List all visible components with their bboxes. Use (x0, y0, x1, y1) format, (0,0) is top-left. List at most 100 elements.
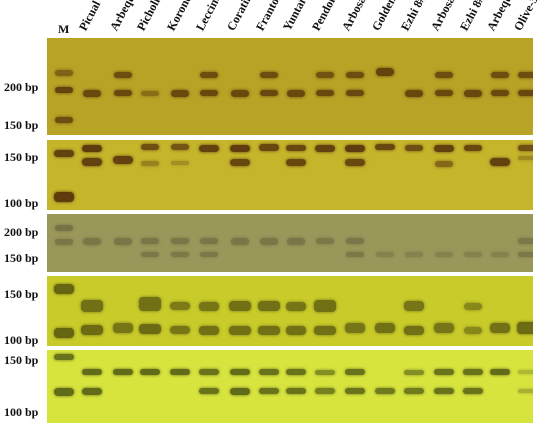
dna-band (199, 144, 219, 152)
dna-band (346, 72, 364, 78)
dna-band (200, 251, 218, 257)
dna-band (230, 369, 250, 375)
dna-band (141, 90, 159, 96)
dna-band (464, 145, 482, 151)
dna-band (518, 251, 533, 257)
dna-band (199, 369, 219, 375)
dna-band (286, 325, 306, 335)
dna-band (286, 388, 306, 394)
dna-band (518, 72, 533, 78)
dna-band (518, 156, 533, 160)
dna-band (518, 370, 533, 374)
dna-band (491, 90, 509, 96)
dna-band (518, 389, 533, 393)
dna-band (141, 238, 159, 244)
dna-band (81, 300, 103, 312)
dna-band (199, 301, 219, 311)
dna-band (345, 388, 365, 394)
size-marker-label: 150 bp (4, 353, 39, 367)
dna-band (518, 238, 533, 244)
dna-band (258, 325, 280, 335)
dna-band (315, 388, 335, 394)
dna-band (518, 145, 533, 151)
dna-band (200, 72, 218, 78)
dna-band (230, 144, 250, 152)
dna-band (286, 145, 306, 151)
dna-band (114, 72, 132, 78)
dna-band (375, 388, 395, 394)
dna-band (54, 328, 74, 338)
dna-band (113, 323, 133, 333)
dna-band (54, 284, 74, 294)
dna-band (83, 237, 101, 245)
dna-band (404, 301, 424, 311)
gel-panel (47, 276, 533, 346)
dna-band (314, 300, 336, 312)
dna-band (434, 388, 454, 394)
dna-band (404, 388, 424, 394)
size-marker-label: 100 bp (4, 405, 39, 419)
dna-band (464, 251, 482, 257)
dna-band (171, 251, 189, 257)
dna-band (199, 325, 219, 335)
dna-band (199, 388, 219, 394)
size-marker-label: 150 bp (4, 118, 39, 132)
dna-band (376, 251, 394, 257)
dna-band (229, 325, 251, 335)
size-marker-label: 200 bp (4, 80, 39, 94)
dna-band (258, 301, 280, 311)
dna-band (260, 72, 278, 78)
dna-band (170, 302, 190, 310)
dna-band (55, 87, 73, 93)
dna-band (287, 89, 305, 97)
marker-lane-label: M (58, 22, 70, 36)
dna-band (171, 238, 189, 244)
size-marker-label: 150 bp (4, 287, 39, 301)
dna-band (55, 70, 73, 76)
dna-band (346, 238, 364, 244)
dna-band (404, 369, 424, 375)
dna-band (170, 326, 190, 334)
dna-band (316, 90, 334, 96)
dna-band (463, 388, 483, 394)
gel-panel (47, 350, 533, 423)
dna-band (286, 369, 306, 375)
gel-panel (47, 214, 533, 272)
dna-band (82, 369, 102, 375)
dna-band (346, 251, 364, 257)
gel-panel (47, 140, 533, 210)
dna-band (230, 158, 250, 166)
dna-band (54, 192, 74, 202)
dna-band (171, 89, 189, 97)
dna-band (435, 251, 453, 257)
dna-band (114, 237, 132, 245)
size-marker-label: 100 bp (4, 333, 39, 347)
dna-band (287, 237, 305, 245)
dna-band (490, 323, 510, 333)
dna-band (82, 158, 102, 166)
dna-band (434, 144, 454, 152)
dna-band (490, 158, 510, 166)
dna-band (229, 301, 251, 311)
dna-band (83, 89, 101, 97)
dna-band (405, 89, 423, 97)
dna-band (259, 143, 279, 151)
dna-band (54, 354, 74, 360)
dna-band (114, 90, 132, 96)
dna-band (345, 144, 365, 152)
dna-band (286, 301, 306, 311)
dna-band (171, 144, 189, 150)
dna-band (315, 369, 335, 375)
dna-band (55, 225, 73, 231)
dna-band (55, 239, 73, 245)
dna-band (490, 369, 510, 375)
dna-band (113, 156, 133, 164)
dna-band (231, 89, 249, 97)
size-marker-label: 150 bp (4, 251, 39, 265)
dna-band (139, 324, 161, 334)
dna-band (230, 387, 250, 395)
dna-band (405, 251, 423, 257)
dna-band (200, 238, 218, 244)
dna-band (259, 369, 279, 375)
dna-band (491, 72, 509, 78)
